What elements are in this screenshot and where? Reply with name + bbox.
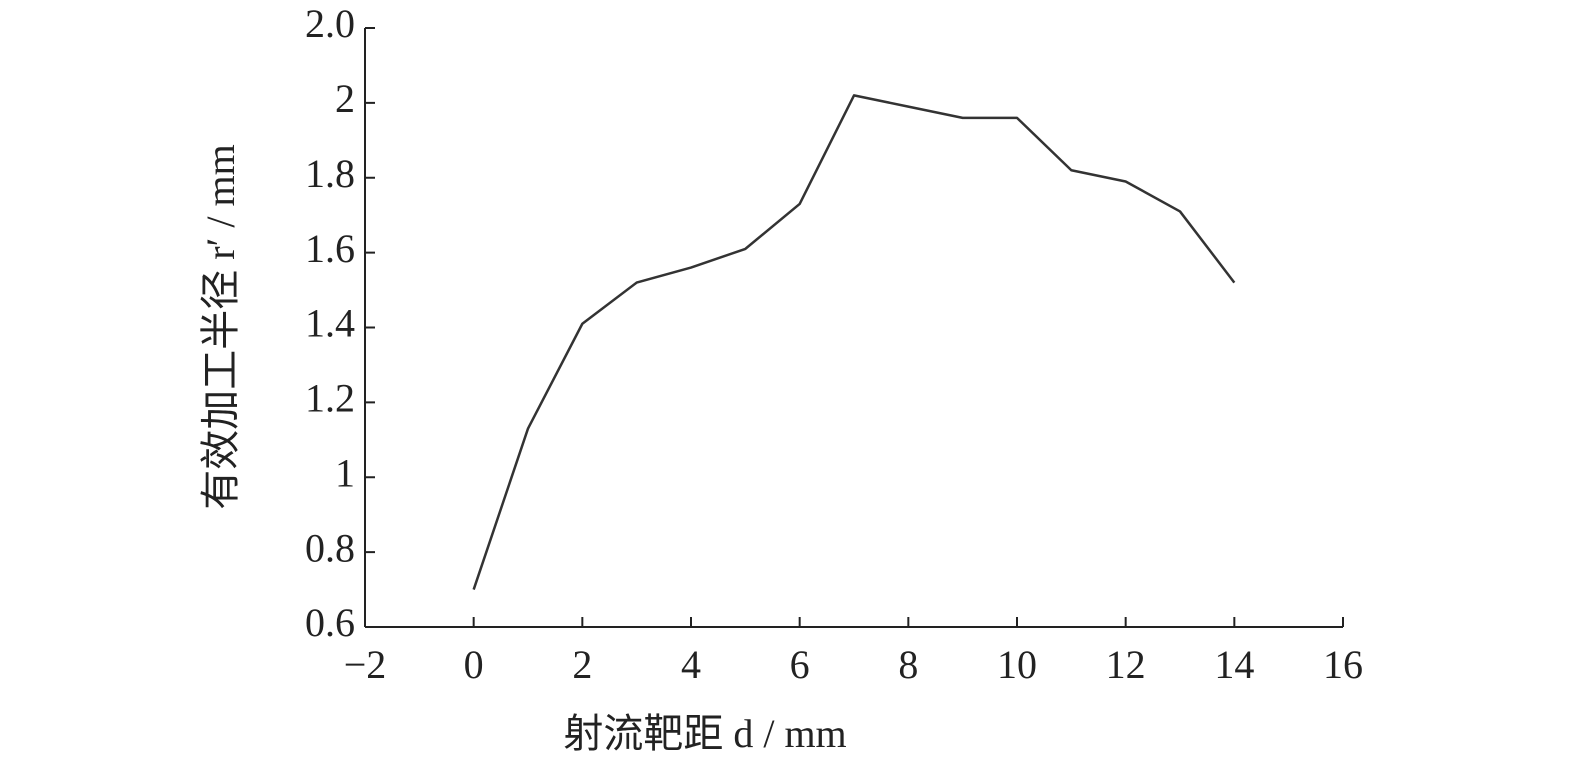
- x-tick-label: −2: [344, 642, 387, 687]
- data-line: [472, 94, 1236, 590]
- y-tick-label: 1: [335, 450, 355, 495]
- x-tick-label: 12: [1106, 642, 1146, 687]
- y-tick-label: 1.8: [305, 151, 355, 196]
- x-axis-label: 射流靶距 d / mm: [563, 711, 846, 756]
- y-tick-label: 1.6: [305, 226, 355, 271]
- x-tick-label: 6: [790, 642, 810, 687]
- x-tick-label: 0: [464, 642, 484, 687]
- y-tick-label: 0.6: [305, 600, 355, 645]
- y-tick-label: 2: [335, 76, 355, 121]
- x-tick-label: 16: [1323, 642, 1363, 687]
- x-tick-label: 14: [1214, 642, 1254, 687]
- x-tick-label: 10: [997, 642, 1037, 687]
- x-tick-label: 2: [572, 642, 592, 687]
- x-tick-label: 4: [681, 642, 701, 687]
- y-axis-label: 有效加工半径 r′ / mm: [198, 144, 243, 509]
- x-tick-label: 8: [898, 642, 918, 687]
- y-tick-label: 0.8: [305, 525, 355, 570]
- y-tick-label: 1.4: [305, 301, 355, 346]
- y-tick-label: 2.0: [305, 1, 355, 46]
- y-tick-label: 1.2: [305, 376, 355, 421]
